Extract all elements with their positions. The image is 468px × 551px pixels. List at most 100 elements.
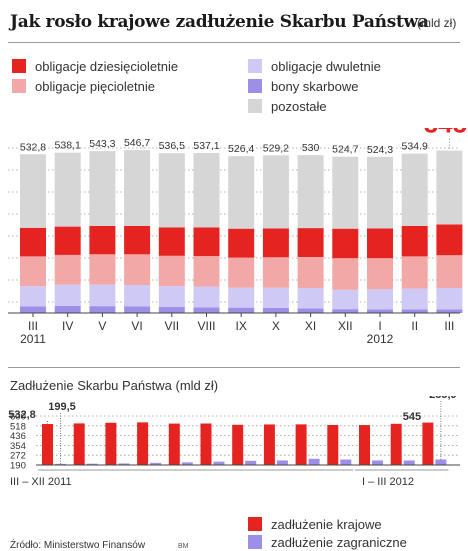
annotation-label-0: 532,8 (8, 409, 36, 421)
bar-seg-pozostałe-3 (124, 150, 151, 227)
bar-domestic-3 (137, 422, 149, 465)
bar-seg-bony-skarbowe-7 (262, 307, 289, 313)
legend-item-10yr: obligacje dziesięcioletnie (12, 58, 178, 74)
bar-domestic-5 (200, 423, 212, 465)
source-tag: BM (178, 543, 189, 550)
x-tick-label-6: IX (236, 319, 247, 333)
bar-seg-bony-skarbowe-12 (436, 309, 463, 313)
bar-seg-obligacje-pięcioletnie-0 (20, 256, 46, 287)
bar-seg-obligacje-pięcioletnie-10 (367, 258, 393, 290)
y-tick-label-3: 436 (10, 431, 26, 442)
bar-seg-obligacje-pięcioletnie-6 (228, 257, 255, 288)
bar-domestic-7 (263, 424, 275, 465)
bar-seg-bony-skarbowe-0 (20, 306, 46, 313)
bar-foreign-10 (372, 460, 383, 465)
y-tick-label-2: 354 (10, 441, 26, 452)
legend-label-2yr: obligacje dwuletnie (271, 58, 381, 74)
bar-seg-obligacje-dwuletnie-11 (401, 288, 428, 310)
bar-seg-bony-skarbowe-2 (89, 306, 116, 313)
total-label-2: 543,3 (89, 138, 115, 150)
bar-seg-bony-skarbowe-8 (297, 308, 324, 313)
bar-foreign-0 (55, 463, 66, 465)
bar-seg-pozostałe-10 (367, 156, 393, 229)
section-rule (8, 367, 460, 368)
legend-swatch-other (248, 99, 262, 113)
y-tick-label-0: 190 (10, 461, 26, 472)
x-tick-label-9: XII (338, 319, 353, 333)
bar-seg-obligacje-dwuletnie-5 (193, 286, 220, 308)
bar-domestic-10 (359, 425, 370, 465)
bar-seg-obligacje-pięcioletnie-4 (158, 255, 185, 287)
bar-seg-obligacje-dziesięcioletnie-2 (89, 226, 116, 255)
bar-seg-obligacje-dziesięcioletnie-1 (54, 226, 81, 255)
bar-foreign-6 (245, 460, 257, 465)
bar-seg-obligacje-dwuletnie-4 (158, 286, 185, 308)
bar-seg-obligacje-pięcioletnie-3 (124, 254, 151, 285)
bar-seg-pozostałe-9 (332, 156, 359, 229)
bar-domestic-9 (327, 424, 339, 465)
bar-seg-obligacje-pięcioletnie-1 (54, 254, 81, 285)
x-tick-label-7: X (272, 319, 280, 333)
chart-title: Jak rosło krajowe zadłużenie Skarbu Pańs… (10, 12, 429, 32)
total-label-5: 537,1 (193, 140, 219, 152)
total-label-7: 529,2 (263, 142, 289, 154)
bar-seg-obligacje-dwuletnie-9 (332, 289, 359, 310)
legend-label-bills: bony skarbowe (271, 78, 359, 94)
bar-foreign-4 (181, 462, 193, 465)
x-tick-label-8: XI (305, 319, 316, 333)
total-label-0: 532,8 (20, 141, 46, 153)
legend-item-bills: bony skarbowe (248, 78, 358, 94)
bar-foreign-12 (435, 459, 447, 465)
bar-foreign-7 (276, 460, 288, 465)
bar-seg-obligacje-dziesięcioletnie-9 (332, 228, 359, 259)
x-tick-label-4: VII (164, 319, 179, 333)
bar-foreign-8 (308, 458, 320, 465)
total-label-9: 524,7 (332, 144, 358, 156)
bar-seg-bony-skarbowe-1 (54, 305, 81, 313)
source-note: Źródło: Ministerstwo Finansów (10, 540, 146, 551)
total-label-10: 524,3 (367, 144, 393, 156)
bar-seg-obligacje-dwuletnie-3 (124, 284, 151, 307)
bar-seg-obligacje-pięcioletnie-2 (89, 254, 116, 285)
bar-seg-obligacje-dziesięcioletnie-0 (20, 227, 46, 257)
subchart-title: Zadłużenie Skarbu Państwa (mld zł) (10, 378, 219, 393)
bar-foreign-5 (213, 461, 225, 465)
bar-seg-obligacje-pięcioletnie-7 (262, 257, 289, 288)
bar-seg-obligacje-dziesięcioletnie-8 (297, 228, 324, 257)
bar-foreign-11 (403, 460, 415, 465)
bar-seg-obligacje-dziesięcioletnie-11 (401, 226, 428, 257)
bar-domestic-6 (232, 424, 244, 465)
bar-seg-bony-skarbowe-10 (367, 309, 393, 313)
annotation-label-1: 199,5 (48, 401, 76, 413)
bar-seg-obligacje-pięcioletnie-8 (297, 256, 324, 288)
bar-seg-bony-skarbowe-4 (158, 307, 185, 313)
bar-seg-obligacje-dziesięcioletnie-3 (124, 226, 151, 255)
stacked-debt-chart: 532,8III538,1IV543,3V546,7VI536,5VII537,… (8, 128, 467, 343)
bar-seg-obligacje-dwuletnie-10 (367, 289, 393, 310)
x-tick-label-3: VI (131, 319, 142, 333)
bar-seg-pozostałe-2 (89, 151, 116, 227)
bar-seg-obligacje-pięcioletnie-5 (193, 256, 220, 287)
y-tick-label-5: 600 (10, 412, 26, 423)
bar-domestic-4 (168, 423, 180, 465)
legend-label-other: pozostałe (271, 98, 327, 114)
bar-seg-obligacje-dziesięcioletnie-5 (193, 227, 220, 257)
legend-swatch-bills (248, 79, 262, 93)
bar-seg-obligacje-dziesięcioletnie-12 (436, 224, 463, 256)
bar-seg-obligacje-dziesięcioletnie-7 (262, 228, 289, 258)
bar-domestic-2 (105, 422, 117, 465)
bar-seg-pozostałe-5 (193, 152, 220, 228)
bar-seg-obligacje-dwuletnie-6 (228, 287, 255, 308)
bar-foreign-9 (340, 459, 352, 465)
bar-seg-obligacje-dwuletnie-12 (436, 287, 463, 310)
total-label-6: 526,4 (228, 143, 254, 155)
legend-label-domestic: zadłużenie krajowe (271, 516, 382, 532)
title-rule (8, 42, 460, 43)
legend-swatch-domestic (248, 517, 262, 531)
bar-seg-bony-skarbowe-6 (228, 307, 255, 313)
bar-seg-bony-skarbowe-9 (332, 309, 359, 313)
legend-item-2yr: obligacje dwuletnie (248, 58, 381, 74)
year-label-2012: 2012 (367, 332, 394, 343)
period-label-1: III – XII 2011 (10, 476, 72, 488)
